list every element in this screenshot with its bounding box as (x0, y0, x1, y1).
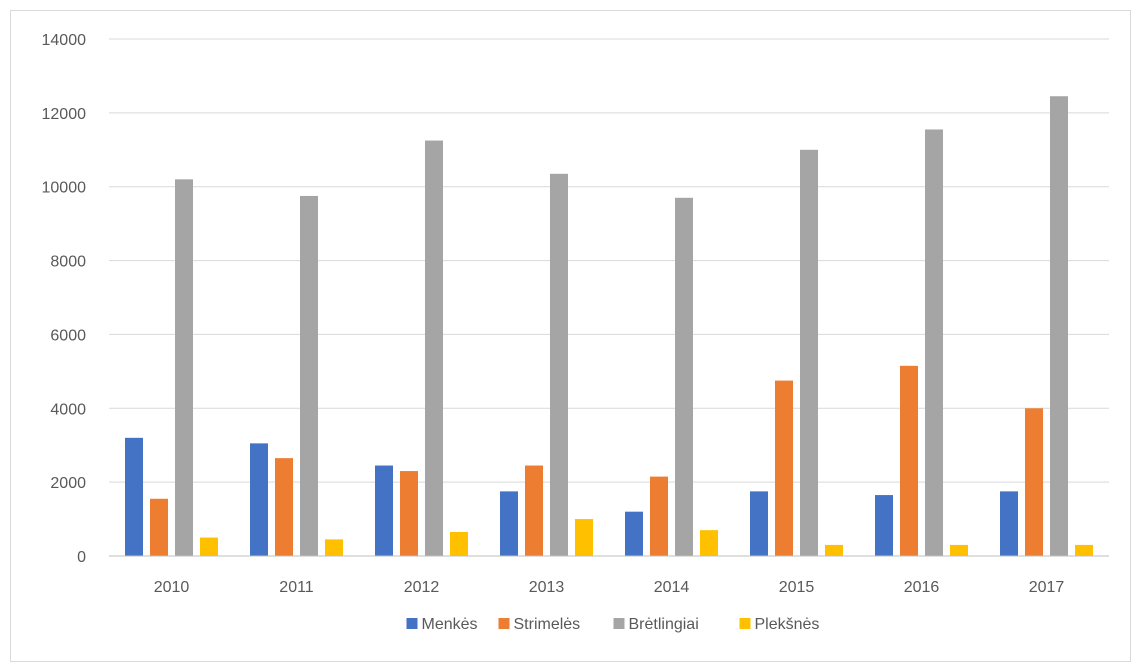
y-tick-label: 10000 (42, 180, 87, 197)
bar-br-tlingiai-2010 (175, 179, 193, 557)
bar-menk-s-2013 (500, 491, 518, 556)
bars (125, 96, 1093, 557)
bar-menk-s-2014 (625, 511, 643, 556)
bar-menk-s-2012 (375, 465, 393, 556)
y-tick-label: 6000 (50, 327, 86, 344)
legend-swatch (406, 618, 418, 629)
bar-strimel-s-2013 (525, 465, 543, 556)
bar-menk-s-2017 (1000, 491, 1018, 556)
bar-plek-n-s-2013 (575, 519, 593, 556)
legend-swatch (739, 618, 751, 629)
bar-br-tlingiai-2013 (550, 173, 568, 556)
x-axis-ticks: 2010 2011 2012 2013 2014 2015 2016 2017 (154, 579, 1065, 596)
bar-br-tlingiai-2012 (425, 140, 443, 556)
y-tick-label: 0 (77, 549, 86, 566)
bar-strimel-s-2012 (400, 471, 418, 556)
x-tick-label: 2014 (654, 579, 690, 596)
x-tick-label: 2017 (1029, 579, 1065, 596)
x-tick-label: 2010 (154, 579, 190, 596)
bar-plek-n-s-2014 (700, 530, 718, 556)
legend-label: Plekšnės (755, 616, 820, 633)
legend-label: Menkės (422, 616, 478, 633)
x-tick-label: 2015 (779, 579, 815, 596)
bar-br-tlingiai-2014 (675, 197, 693, 557)
bar-plek-n-s-2011 (325, 539, 343, 556)
y-tick-label: 14000 (42, 32, 87, 49)
bar-strimel-s-2017 (1025, 408, 1043, 556)
legend-label: Brėtlingiai (629, 616, 699, 633)
y-axis-ticks: 0 2000 4000 6000 8000 10000 12000 14000 (42, 32, 87, 566)
bar-strimel-s-2011 (275, 458, 293, 556)
bar-plek-n-s-2010 (200, 537, 218, 556)
bar-menk-s-2011 (250, 443, 268, 556)
legend-swatch (613, 618, 625, 629)
y-tick-label: 2000 (50, 475, 86, 492)
legend-item: Menkės (406, 616, 478, 633)
y-tick-label: 8000 (50, 254, 86, 271)
x-tick-label: 2011 (279, 579, 314, 596)
legend-label: Strimelės (514, 616, 581, 633)
legend: Menkės Strimelės Brėtlingiai Plekšnės (406, 616, 820, 633)
chart-frame: 0 2000 4000 6000 8000 10000 12000 14000 2010 201… (10, 10, 1131, 662)
bar-plek-n-s-2017 (1075, 544, 1093, 556)
legend-item: Strimelės (498, 616, 581, 633)
bar-strimel-s-2010 (150, 498, 168, 556)
x-tick-label: 2016 (904, 579, 940, 596)
bar-menk-s-2015 (750, 491, 768, 556)
legend-swatch (498, 618, 510, 629)
bar-br-tlingiai-2015 (800, 149, 818, 557)
bar-br-tlingiai-2016 (925, 129, 943, 556)
bar-br-tlingiai-2011 (300, 195, 318, 557)
bar-strimel-s-2015 (775, 380, 793, 556)
bar-plek-n-s-2015 (825, 544, 843, 556)
x-tick-label: 2012 (404, 579, 440, 596)
bar-plek-n-s-2016 (950, 544, 968, 556)
legend-item: Plekšnės (739, 616, 820, 633)
legend-item: Brėtlingiai (613, 616, 699, 633)
bar-menk-s-2016 (875, 495, 893, 556)
y-tick-label: 4000 (50, 401, 86, 418)
y-tick-label: 12000 (42, 106, 87, 123)
bar-strimel-s-2014 (650, 476, 668, 556)
bar-plek-n-s-2012 (450, 531, 468, 556)
gridlines (109, 38, 1109, 483)
bar-menk-s-2010 (125, 437, 143, 556)
bar-br-tlingiai-2017 (1050, 96, 1068, 556)
x-tick-label: 2013 (529, 579, 565, 596)
bar-strimel-s-2016 (900, 365, 918, 556)
